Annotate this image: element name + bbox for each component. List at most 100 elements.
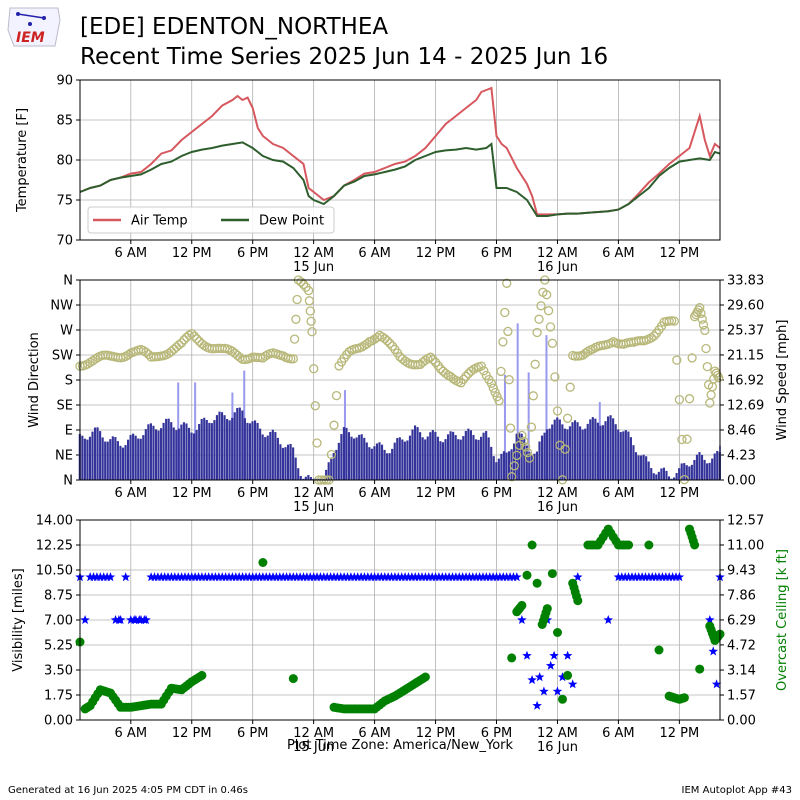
ceiling-marker bbox=[288, 674, 298, 684]
wind-speed-bar bbox=[695, 454, 699, 480]
wind-speed-bar bbox=[685, 465, 688, 480]
y2-tick-label: 33.83 bbox=[727, 274, 764, 289]
wind-speed-bar bbox=[259, 428, 262, 480]
wind-speed-bar bbox=[413, 425, 417, 480]
wind-speed-bar bbox=[678, 468, 681, 480]
wind-direction-marker bbox=[312, 438, 322, 448]
legend-box bbox=[87, 206, 335, 234]
wind-speed-bar bbox=[573, 420, 577, 480]
wind-speed-bar bbox=[551, 424, 554, 480]
x-tick-label: 12 AM bbox=[293, 246, 334, 261]
wind-direction-marker bbox=[164, 348, 174, 358]
wind-speed-bar bbox=[276, 437, 279, 480]
wind-speed-bar bbox=[236, 407, 239, 480]
wind-speed-bar bbox=[203, 417, 206, 480]
wind-direction-marker bbox=[382, 336, 392, 346]
wind-direction-marker bbox=[176, 338, 187, 348]
wind-direction-marker bbox=[192, 334, 202, 344]
x-tick-label: 6 AM bbox=[358, 246, 391, 261]
wind-speed-bar bbox=[667, 476, 671, 480]
wind-speed-bar bbox=[601, 425, 605, 480]
wind-speed-bar bbox=[167, 418, 170, 480]
wind-speed-bar bbox=[505, 452, 508, 480]
wind-direction-marker bbox=[705, 398, 715, 408]
wind-speed-bar bbox=[106, 441, 109, 480]
wind-speed-bar bbox=[391, 448, 394, 480]
wind-speed-bar bbox=[492, 456, 495, 480]
wind-direction-marker bbox=[479, 366, 489, 376]
wind-speed-bar bbox=[515, 433, 518, 480]
wind-speed-bar bbox=[421, 437, 424, 480]
wind-direction-marker bbox=[400, 356, 410, 366]
wind-speed-bar bbox=[459, 439, 462, 480]
wind-direction-marker bbox=[227, 346, 238, 356]
visibility-marker bbox=[549, 650, 559, 660]
wind-speed-bar bbox=[533, 453, 536, 480]
wind-speed-bar bbox=[241, 410, 244, 480]
wind-speed-bar bbox=[307, 475, 310, 480]
wind-direction-marker bbox=[305, 306, 315, 316]
x-tick-label: 6 AM bbox=[358, 486, 391, 501]
wind-speed-bar bbox=[302, 478, 305, 480]
wind-speed-bar bbox=[309, 477, 312, 480]
ceiling-marker bbox=[547, 569, 557, 579]
wind-direction-marker bbox=[517, 430, 527, 441]
wind-direction-marker bbox=[461, 371, 471, 381]
wind-direction-marker bbox=[458, 374, 469, 385]
wind-speed-bar bbox=[185, 423, 188, 480]
wind-direction-marker bbox=[695, 302, 705, 313]
x-tick-label: 12 PM bbox=[416, 486, 456, 501]
wind-direction-marker bbox=[425, 352, 436, 362]
wind-direction-marker bbox=[677, 434, 687, 445]
wind-speed-bar bbox=[426, 436, 429, 480]
wind-direction-marker bbox=[141, 347, 151, 357]
wind-speed-bar bbox=[424, 439, 427, 480]
chart-subtitle: Recent Time Series 2025 Jun 14 - 2025 Ju… bbox=[80, 44, 609, 70]
wind-speed-bar bbox=[160, 428, 163, 480]
wind-speed-bar bbox=[525, 445, 528, 480]
ceiling-marker bbox=[258, 558, 268, 567]
ceiling-marker bbox=[197, 670, 207, 680]
visibility-marker bbox=[711, 679, 722, 689]
wind-speed-bar bbox=[157, 430, 160, 480]
wind-direction-marker bbox=[692, 307, 702, 318]
wind-speed-bar bbox=[116, 441, 119, 480]
wind-speed-bar bbox=[388, 453, 391, 480]
wind-speed-bar bbox=[274, 432, 277, 480]
wind-speed-bar bbox=[347, 432, 351, 480]
wind-speed-bar bbox=[571, 422, 574, 480]
wind-speed-bar bbox=[462, 436, 465, 480]
wind-speed-bar bbox=[261, 434, 264, 480]
wind-speed-bar bbox=[149, 423, 152, 480]
wind-speed-bar bbox=[449, 431, 452, 480]
y2-tick-label: 8.46 bbox=[727, 423, 756, 438]
wind-speed-bar bbox=[193, 433, 196, 480]
visibility-marker bbox=[562, 650, 573, 660]
visibility-marker bbox=[80, 615, 90, 624]
y-axis-label: Visibility [miles] bbox=[11, 568, 26, 671]
x-tick-label: 6 PM bbox=[481, 726, 512, 741]
wind-speed-bar bbox=[431, 430, 434, 480]
y-tick-label: N bbox=[63, 474, 73, 489]
series-line-dew-point bbox=[79, 141, 721, 217]
wind-direction-marker bbox=[502, 278, 512, 288]
wind-speed-bar bbox=[353, 438, 356, 480]
ceiling-marker bbox=[573, 596, 583, 606]
wind-speed-bar bbox=[576, 422, 579, 480]
wind-speed-bar bbox=[609, 415, 612, 480]
wind-direction-marker bbox=[344, 347, 354, 357]
wind-speed-bar bbox=[304, 476, 307, 480]
wind-speed-bar bbox=[210, 423, 213, 480]
wind-speed-bar bbox=[386, 453, 389, 480]
wind-gust-bar bbox=[527, 372, 530, 480]
visibility-marker bbox=[567, 679, 578, 689]
wind-speed-bar bbox=[271, 429, 274, 480]
wind-speed-bar bbox=[627, 431, 630, 480]
plot-frame bbox=[79, 279, 721, 481]
wind-gust-bar bbox=[503, 374, 506, 480]
visibility-marker bbox=[121, 572, 131, 582]
wind-speed-bar bbox=[441, 442, 445, 480]
wind-speed-bar bbox=[81, 435, 84, 480]
wind-direction-marker bbox=[706, 390, 716, 400]
wind-speed-bar bbox=[368, 447, 371, 480]
